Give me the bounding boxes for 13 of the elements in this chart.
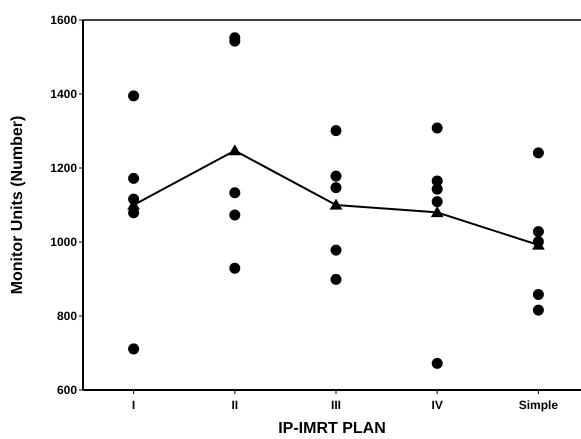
y-tick-label: 1200: [50, 161, 78, 176]
y-tick-label: 800: [56, 309, 78, 324]
x-tick-label: Simple: [518, 398, 558, 412]
y-tick-label: 1000: [50, 235, 78, 250]
y-tick-label: 600: [56, 383, 78, 398]
y-tick-label: 1600: [50, 13, 78, 28]
x-tick-label: I: [132, 398, 136, 412]
x-tick-label: III: [330, 398, 342, 412]
x-axis-title: IP-IMRT PLAN: [278, 420, 386, 437]
x-tick-label: IV: [432, 398, 443, 412]
y-axis-title: Monitor Units (Number): [9, 116, 26, 294]
y-tick-label: 1400: [50, 87, 78, 102]
x-tick-label: II: [231, 398, 238, 412]
